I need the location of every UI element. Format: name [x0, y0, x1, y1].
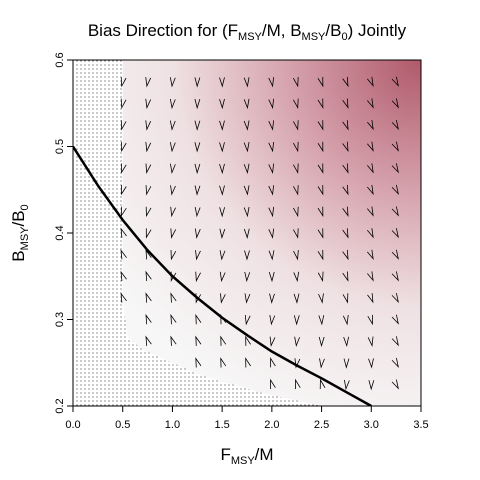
ylabel-rest: /B [9, 210, 28, 226]
x-tick-label: 0.5 [115, 419, 130, 431]
ylabel-main: B [9, 250, 28, 261]
xlabel-sub: MSY [231, 455, 256, 467]
ylabel-sub: MSY [19, 226, 31, 251]
y-tick-label: 0.5 [54, 139, 66, 154]
chart-title: Bias Direction for (FMSY/M, BMSY/B0) Joi… [88, 21, 407, 43]
x-tick-label: 2.5 [314, 419, 329, 431]
title-mid2: /B [325, 21, 341, 40]
x-tick-label: 3.0 [364, 419, 379, 431]
x-tick-label: 2.0 [264, 419, 279, 431]
y-tick-label: 0.2 [54, 398, 66, 413]
x-tick-label: 0.0 [65, 419, 80, 431]
ylabel-sub2: 0 [19, 204, 31, 210]
title-sub1: MSY [238, 31, 263, 43]
title-prefix: Bias Direction for (F [88, 21, 238, 40]
x-axis: 0.0 0.5 1.0 1.5 2.0 2.5 3.0 3.5 [65, 406, 428, 431]
plot-area [73, 60, 421, 406]
y-tick-label: 0.6 [54, 52, 66, 67]
y-axis: 0.2 0.3 0.4 0.5 0.6 [54, 52, 73, 413]
y-tick-label: 0.4 [54, 225, 66, 240]
title-suffix: ) Jointly [348, 21, 407, 40]
y-tick-label: 0.3 [54, 312, 66, 327]
xlabel-rest: /M [255, 445, 274, 464]
xlabel-main: F [220, 445, 230, 464]
x-axis-label: FMSY/M [220, 445, 273, 467]
title-sub2: MSY [302, 31, 327, 43]
title-mid1: /M, B [262, 21, 302, 40]
x-tick-label: 1.0 [165, 419, 180, 431]
x-tick-label: 3.5 [413, 419, 428, 431]
x-tick-label: 1.5 [214, 419, 229, 431]
y-axis-label: BMSY/B0 [9, 204, 31, 261]
